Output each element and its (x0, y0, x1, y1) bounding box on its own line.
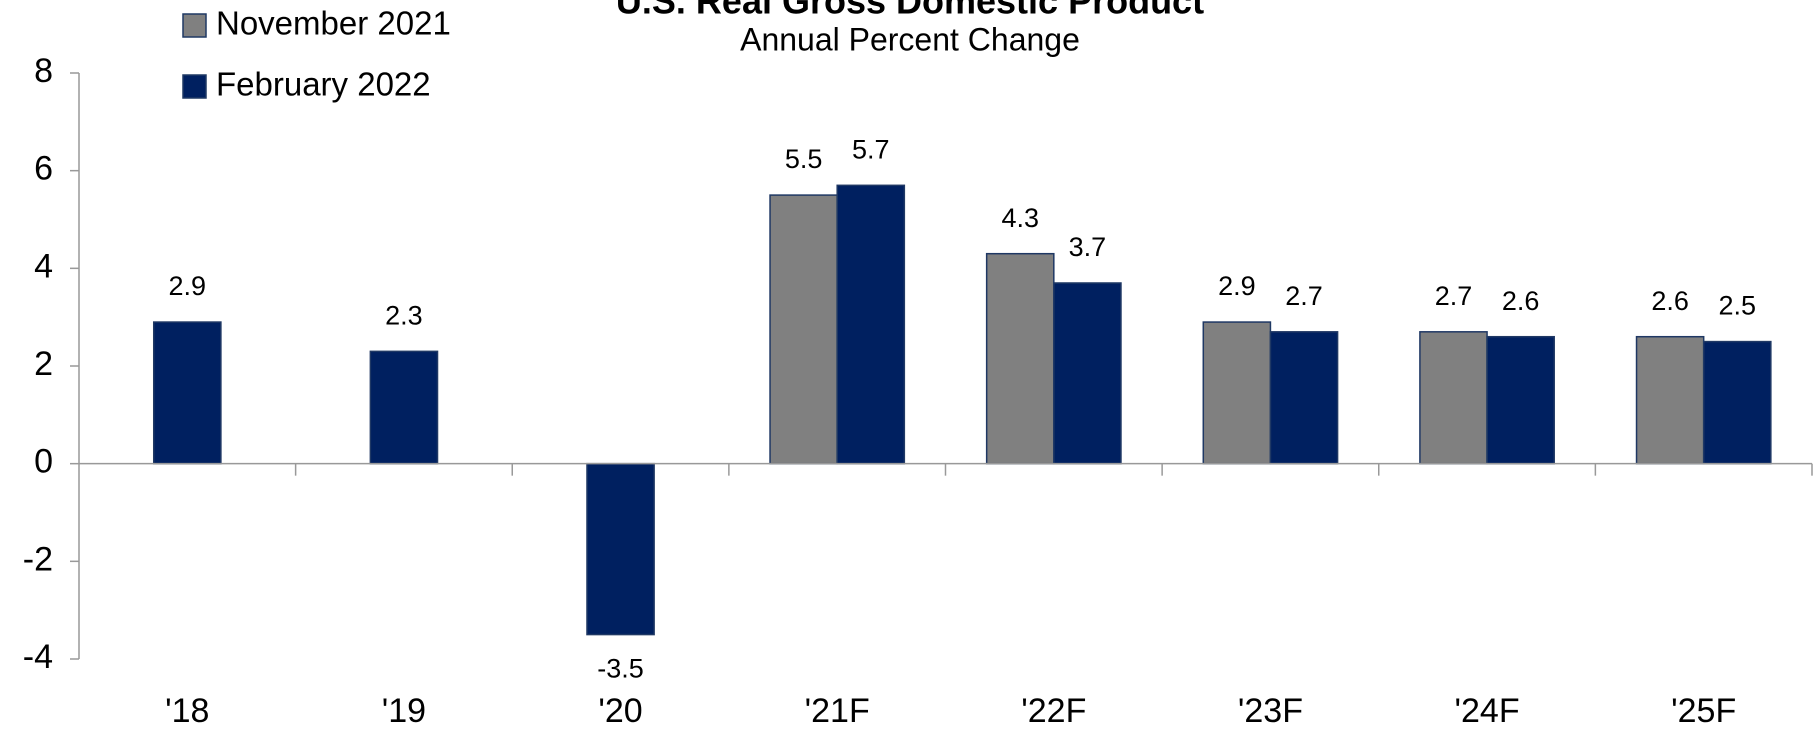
data-label: 2.9 (1218, 271, 1256, 301)
bar (369, 350, 439, 465)
bar (1486, 335, 1555, 465)
y-tick-label: 4 (34, 247, 53, 285)
bar (1419, 331, 1488, 465)
x-tick-label: '18 (165, 692, 209, 730)
legend-swatch (182, 13, 207, 38)
data-label: 4.3 (1001, 203, 1039, 233)
data-label: 2.6 (1502, 286, 1540, 316)
data-label: 2.6 (1651, 286, 1689, 316)
data-label: -3.5 (597, 654, 644, 684)
bar (1053, 282, 1122, 465)
y-tick-label: 0 (34, 443, 53, 481)
data-label: 5.5 (785, 144, 823, 174)
legend-swatch (182, 74, 207, 99)
chart-title: U.S. Real Gross Domestic Product (616, 0, 1204, 22)
bar (586, 462, 655, 636)
data-label: 3.7 (1069, 232, 1107, 262)
data-label: 2.5 (1718, 291, 1756, 321)
x-tick-label: '25F (1671, 692, 1736, 730)
bar (1635, 335, 1705, 465)
x-tick-label: '21F (805, 692, 870, 730)
x-tick-label: '20 (598, 692, 642, 730)
data-label: 2.7 (1285, 281, 1323, 311)
data-label: 2.9 (169, 271, 207, 301)
chart-subtitle: Annual Percent Change (740, 21, 1080, 57)
bar (985, 252, 1055, 465)
x-tick-label: '19 (382, 692, 426, 730)
x-tick-label: '24F (1455, 692, 1520, 730)
y-tick-label: 8 (34, 52, 53, 90)
bar (1269, 331, 1339, 465)
x-tick-label: '23F (1238, 692, 1303, 730)
y-tick-label: 2 (34, 345, 53, 383)
data-label: 5.7 (852, 134, 890, 164)
bar (1202, 321, 1272, 465)
bar (1702, 340, 1772, 465)
y-tick-label: -2 (23, 540, 53, 578)
legend-label: November 2021 (216, 5, 451, 42)
y-tick-label: 6 (34, 150, 53, 188)
y-tick-label: -4 (23, 638, 53, 676)
bar (769, 194, 838, 465)
data-label: 2.7 (1435, 281, 1473, 311)
bar (836, 184, 906, 465)
data-label: 2.3 (385, 300, 423, 330)
bar (152, 321, 222, 465)
legend-label: February 2022 (216, 66, 431, 103)
x-tick-label: '22F (1021, 692, 1086, 730)
